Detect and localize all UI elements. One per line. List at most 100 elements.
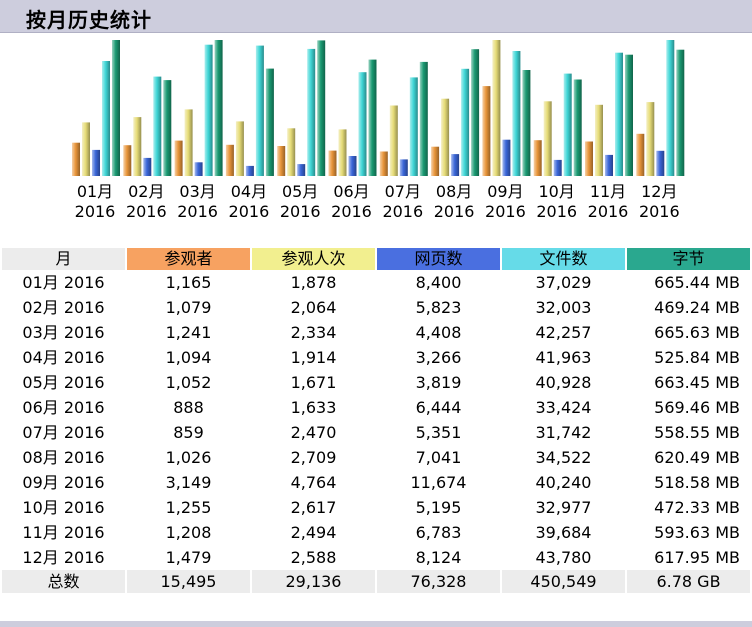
bar-visitors [174, 140, 183, 176]
cell-visits: 1,671 [290, 373, 337, 392]
col-header-pages: 网页数 [377, 248, 500, 270]
cell-pages: 3,266 [415, 348, 462, 367]
x-tick-label-year: 2016 [229, 202, 270, 221]
bar-visits [82, 122, 90, 176]
col-header-month: 月 [2, 248, 125, 270]
bar-bytes [163, 80, 172, 176]
bar-pages [656, 150, 665, 176]
cell-files: 43,780 [535, 548, 592, 567]
cell-bytes: 665.63 MB [654, 323, 740, 342]
x-tick-label-month: 01月 [77, 182, 113, 201]
table-row: 04月 2016 1,094 1,914 3,266 41,963 525.84 MB [2, 345, 750, 370]
bar-pages [194, 162, 203, 176]
cell-pages: 6,444 [415, 398, 462, 417]
bar-visits [492, 40, 501, 176]
total-pages: 76,328 [377, 570, 500, 593]
col-header-bytes: 字节 [627, 248, 750, 270]
x-tick-label-year: 2016 [639, 202, 680, 221]
table-row: 05月 2016 1,052 1,671 3,819 40,928 663.45 MB [2, 370, 750, 395]
x-tick-label-year: 2016 [485, 202, 526, 221]
table-row: 10月 2016 1,255 2,617 5,195 32,977 472.33 MB [2, 495, 750, 520]
cell-bytes: 469.24 MB [654, 298, 740, 317]
total-bytes: 6.78 GB [627, 570, 750, 593]
cell-month: 03月 2016 [22, 323, 105, 342]
cell-bytes: 558.55 MB [654, 423, 740, 442]
table-header-row: 月 参观者 参观人次 网页数 文件数 字节 [2, 248, 750, 270]
bar-visitors [328, 150, 337, 176]
x-tick-label-year: 2016 [331, 202, 372, 221]
x-tick-label-month: 11月 [590, 182, 626, 201]
cell-files: 41,963 [535, 348, 592, 367]
bar-visitors [431, 146, 440, 176]
cell-pages: 4,408 [415, 323, 462, 342]
x-tick-label-month: 05月 [282, 182, 318, 201]
bar-bytes [419, 61, 428, 176]
bar-bytes [317, 40, 326, 177]
bar-visitors [636, 133, 645, 176]
x-tick-label-year: 2016 [280, 202, 321, 221]
cell-visitors: 1,241 [165, 323, 212, 342]
x-tick-label-year: 2016 [126, 202, 167, 221]
bar-bytes [471, 49, 480, 177]
bar-visits [543, 101, 552, 176]
cell-files: 42,257 [535, 323, 592, 342]
cell-visits: 2,064 [290, 298, 337, 317]
bar-files [615, 52, 623, 177]
cell-visitors: 1,208 [165, 523, 212, 542]
table-row: 01月 2016 1,165 1,878 8,400 37,029 665.44 MB [2, 270, 750, 295]
bar-visitors [533, 140, 542, 176]
bar-files [666, 40, 675, 176]
table-body: 01月 2016 1,165 1,878 8,400 37,029 665.44 MB 02… [2, 270, 750, 593]
table-row: 09月 2016 3,149 4,764 11,674 40,240 518.58 MB [2, 470, 750, 495]
cell-visits: 2,617 [290, 498, 337, 517]
cell-visitors: 888 [173, 398, 204, 417]
cell-visitors: 859 [173, 423, 204, 442]
cell-pages: 5,351 [415, 423, 462, 442]
bar-pages [348, 156, 357, 176]
cell-pages: 8,400 [415, 273, 462, 292]
cell-bytes: 518.58 MB [654, 473, 740, 492]
footer-divider [0, 621, 752, 627]
cell-visits: 2,709 [290, 448, 337, 467]
cell-bytes: 617.95 MB [654, 548, 740, 567]
bar-visitors [379, 151, 388, 176]
cell-month: 12月 2016 [22, 548, 105, 567]
table-row: 06月 2016 888 1,633 6,444 33,424 569.46 MB [2, 395, 750, 420]
x-tick-label-month: 09月 [487, 182, 523, 201]
bar-visits [595, 104, 603, 176]
x-tick-label-year: 2016 [75, 202, 116, 221]
bar-visitors [72, 142, 80, 176]
bar-visitors [123, 145, 132, 176]
bar-bytes [368, 59, 377, 176]
bar-visits [389, 105, 398, 176]
x-tick-label-year: 2016 [588, 202, 629, 221]
cell-visits: 2,494 [290, 523, 337, 542]
bar-bytes [573, 79, 582, 176]
cell-pages: 5,823 [415, 298, 462, 317]
bar-pages [451, 154, 460, 176]
bar-pages [143, 157, 152, 176]
bar-files [255, 45, 264, 176]
cell-month: 02月 2016 [22, 298, 105, 317]
cell-files: 31,742 [535, 423, 592, 442]
cell-visits: 4,764 [290, 473, 337, 492]
total-label: 总数 [2, 570, 125, 593]
cell-visitors: 1,165 [165, 273, 212, 292]
bar-pages [502, 139, 511, 176]
bar-visits [235, 121, 244, 176]
table-row: 07月 2016 859 2,470 5,351 31,742 558.55 MB [2, 420, 750, 445]
bar-visits [441, 98, 450, 176]
totals-row: 总数 15,495 29,136 76,328 450,549 6.78 GB [2, 570, 750, 593]
table-row: 02月 2016 1,079 2,064 5,823 32,003 469.24 MB [2, 295, 750, 320]
bar-files [153, 76, 162, 176]
cell-visits: 2,470 [290, 423, 337, 442]
x-tick-label-month: 03月 [179, 182, 215, 201]
x-tick-label-year: 2016 [434, 202, 475, 221]
col-header-files: 文件数 [502, 248, 625, 270]
cell-visits: 1,633 [290, 398, 337, 417]
cell-files: 34,522 [535, 448, 592, 467]
bar-files [563, 73, 572, 176]
total-visits: 29,136 [252, 570, 375, 593]
bar-bytes [112, 40, 120, 176]
bar-visits [287, 128, 296, 176]
